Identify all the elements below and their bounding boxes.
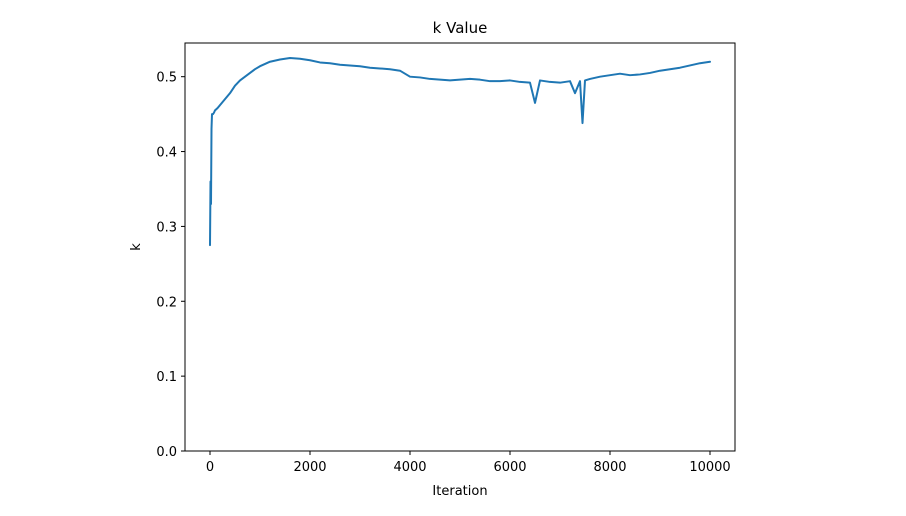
y-tick-label: 0.0: [156, 445, 177, 460]
y-tick-label: 0.4: [156, 146, 177, 161]
plot-area: [209, 56, 711, 247]
x-tick-label: 8000: [593, 460, 626, 475]
y-tick-label: 0.2: [156, 295, 177, 310]
x-axis: 0 2000 4000 6000 8000 10000: [206, 451, 731, 475]
x-tick-label: 6000: [493, 460, 526, 475]
y-axis: 0.0 0.1 0.2 0.3 0.4 0.5: [156, 71, 185, 460]
series-line-0: [209, 56, 711, 247]
y-tick-label: 0.1: [156, 370, 177, 385]
y-axis-label: k: [129, 243, 144, 251]
y-tick-label: 0.3: [156, 220, 177, 235]
chart-title: k Value: [433, 19, 488, 37]
y-tick-label: 0.5: [156, 71, 177, 86]
x-axis-label: Iteration: [432, 484, 487, 499]
plot-frame: [184, 42, 736, 452]
x-tick-label: 0: [206, 460, 214, 475]
x-tick-label: 2000: [293, 460, 326, 475]
x-tick-label: 4000: [393, 460, 426, 475]
x-tick-label: 10000: [689, 460, 730, 475]
